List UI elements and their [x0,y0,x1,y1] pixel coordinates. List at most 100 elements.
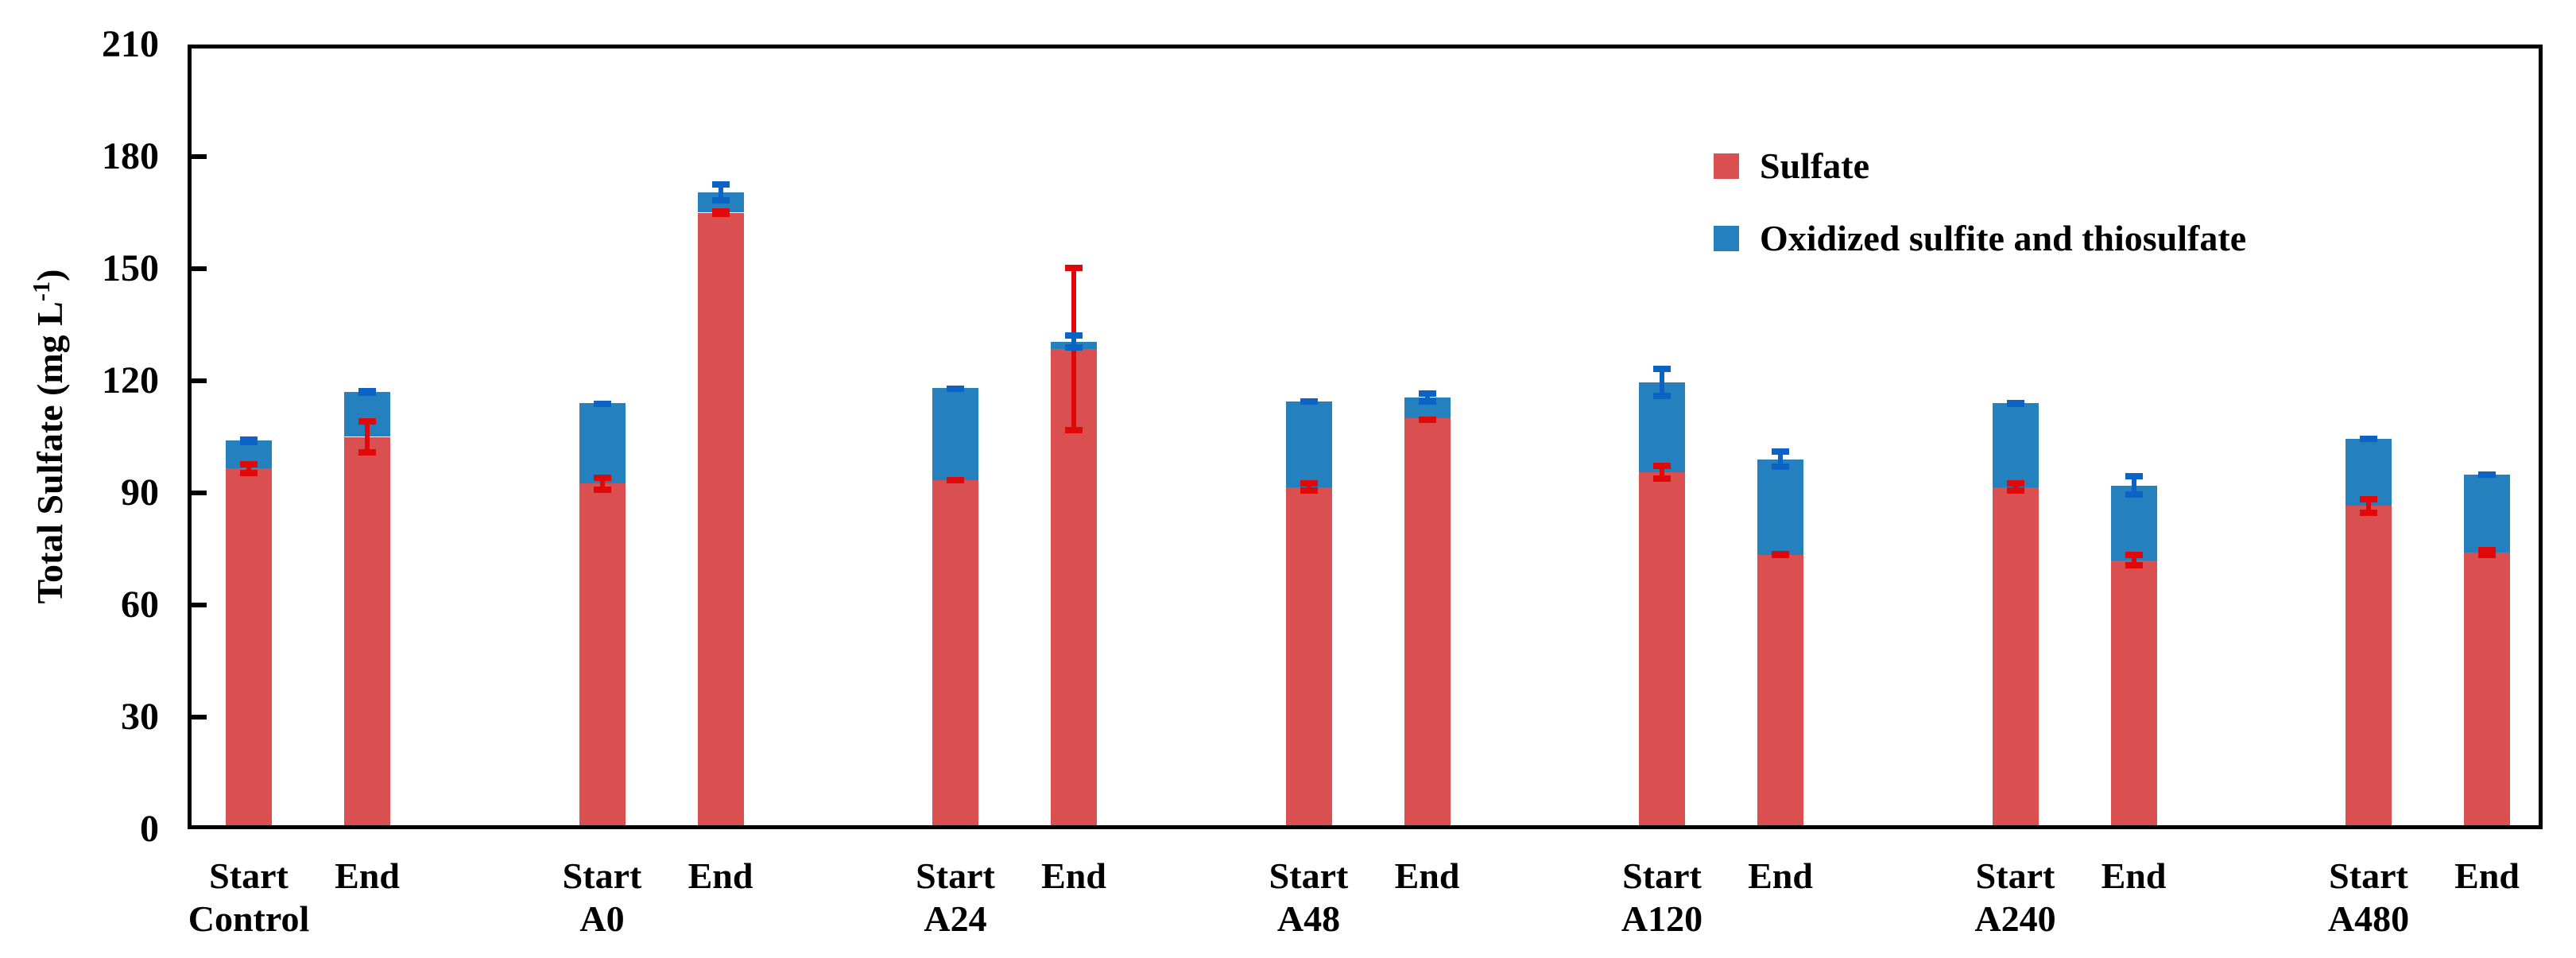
x-label-phase-A120-End: End [1748,855,1813,896]
errorbar-oxidized-Control-End [358,388,376,396]
errorbar-oxidized-A0-End-cap-top [711,180,730,188]
errorbar-oxidized-A24-End-stem [1071,332,1076,351]
y-tick-label-180: 180 [102,135,159,177]
errorbar-oxidized-A480-Start-cap-bottom [2360,436,2377,443]
legend-swatch-sulfate [1714,153,1739,179]
x-label-phase-A480-End: End [2454,855,2520,896]
errorbar-oxidized-A480-Start [2360,435,2377,443]
bar-oxidized-A240-End [2110,485,2157,560]
x-label-phase-A120-Start: Start [1622,855,1702,896]
errorbar-sulfate-Control-Start-cap-bottom [240,469,258,476]
errorbar-sulfate-A120-Start [1653,463,1671,482]
errorbar-sulfate-A0-Start-cap-bottom [593,487,611,493]
errorbar-oxidized-A240-End [2125,473,2143,498]
legend-label-oxidized: Oxidized sulfite and thiosulfate [1760,218,2247,258]
x-label-phase-A240-End: End [2101,855,2167,896]
errorbar-sulfate-Control-Start-cap-top [240,461,258,468]
errorbar-oxidized-A0-End [711,180,730,204]
y-tick-label-210: 210 [102,23,159,65]
errorbar-sulfate-A480-Start-cap-top [2360,495,2377,502]
errorbar-sulfate-A48-End [1418,416,1436,423]
x-label-phase-A48-Start: Start [1269,855,1349,896]
errorbar-sulfate-A0-End-cap-bottom [711,211,730,218]
errorbar-sulfate-A480-Start-stem [2366,495,2371,517]
errorbar-oxidized-A24-End-cap-bottom [1065,344,1083,351]
y-tick-mark-180 [188,154,207,159]
legend-item-oxidized: Oxidized sulfite and thiosulfate [1714,218,2246,259]
errorbar-sulfate-Control-End [358,418,376,456]
x-label-phase-A0-End: End [688,855,753,896]
errorbar-oxidized-A120-Start-cap-top [1653,366,1671,373]
x-label-group-A480: A480 [2327,898,2410,939]
x-label-group-A0: A0 [579,898,625,939]
x-label-phase-Control-Start: Start [209,855,289,896]
errorbar-sulfate-A24-Start [947,476,964,483]
errorbar-sulfate-A120-Start-cap-top [1653,463,1671,470]
errorbar-sulfate-A240-Start-cap-bottom [2006,487,2024,495]
errorbar-sulfate-A120-End-cap-bottom [1772,552,1789,559]
errorbar-oxidized-A24-Start [947,386,964,393]
errorbar-sulfate-A480-Start [2360,495,2377,517]
errorbar-sulfate-A120-Start-cap-bottom [1653,475,1671,482]
x-label-group-Control: Control [188,898,310,939]
errorbar-oxidized-A120-End [1772,448,1789,471]
errorbar-sulfate-A240-Start-cap-top [2006,480,2024,487]
x-label-group-A48: A48 [1276,898,1341,939]
x-label-group-A24: A24 [924,898,987,939]
errorbar-sulfate-A240-End-cap-top [2125,551,2143,558]
y-tick-label-60: 60 [121,584,159,626]
errorbar-oxidized-A48-End [1418,390,1436,405]
errorbar-oxidized-A120-Start-cap-bottom [1653,393,1671,400]
errorbar-oxidized-A240-End-cap-bottom [2125,491,2143,498]
errorbar-sulfate-A24-End-cap-top [1065,265,1083,272]
errorbar-oxidized-A48-Start [1300,398,1318,405]
errorbar-sulfate-A24-End-cap-bottom [1065,426,1083,433]
y-axis-title-text: Total Sulfate (mg L [29,301,71,604]
y-tick-label-30: 30 [121,696,159,738]
bar-oxidized-A480-Start [2346,438,2392,506]
y-tick-mark-30 [188,715,207,719]
errorbar-sulfate-A480-Start-cap-bottom [2360,510,2377,517]
legend-swatch-oxidized [1714,226,1739,251]
y-tick-label-90: 90 [121,471,159,514]
bar-sulfate-A120-End [1757,554,1803,829]
errorbar-sulfate-A0-Start-cap-top [593,474,611,481]
legend-label-sulfate: Sulfate [1760,145,1869,186]
errorbar-sulfate-Control-End-cap-top [358,418,376,425]
bar-oxidized-A0-Start [579,403,626,484]
errorbar-sulfate-A240-End [2125,551,2143,569]
errorbar-sulfate-A240-End-stem [2131,551,2136,569]
bar-sulfate-A0-End [697,212,744,829]
errorbar-sulfate-A120-Start-stem [1660,463,1664,482]
errorbar-sulfate-A48-End-cap-bottom [1418,416,1436,423]
errorbar-sulfate-Control-Start [240,461,258,476]
plot-area [188,45,2543,829]
x-label-group-A240: A240 [1974,898,2056,939]
bar-sulfate-A120-Start [1639,472,1685,829]
x-label-group-A120: A120 [1621,898,1703,939]
errorbar-sulfate-A48-Start-cap-bottom [1300,487,1318,495]
errorbar-oxidized-A120-Start [1653,366,1671,400]
errorbar-oxidized-A0-Start-cap-bottom [593,401,611,408]
errorbar-oxidized-A480-End-cap-bottom [2478,471,2496,478]
errorbar-sulfate-A0-Start [593,474,611,493]
errorbar-sulfate-A240-Start-stem [2012,480,2018,495]
errorbar-oxidized-A0-End-cap-bottom [711,196,730,204]
x-label-phase-Control-End: End [335,855,400,896]
y-axis-title: Total Sulfate (mg L-1) [28,269,71,603]
y-tick-label-0: 0 [140,808,159,850]
errorbar-sulfate-A480-End [2478,547,2496,559]
errorbar-oxidized-A120-End-cap-bottom [1772,463,1789,471]
errorbar-oxidized-Control-Start [240,436,258,445]
errorbar-sulfate-A240-End-cap-bottom [2125,562,2143,569]
errorbar-oxidized-A240-End-cap-top [2125,473,2143,480]
errorbar-oxidized-Control-End-cap-bottom [358,389,376,396]
errorbar-oxidized-A120-End-stem [1778,448,1783,471]
x-label-phase-A480-Start: Start [2329,855,2408,896]
bar-sulfate-A48-End [1404,418,1451,829]
bar-oxidized-A240-Start [1992,403,2039,487]
errorbar-sulfate-A24-Start-cap-bottom [947,476,964,483]
errorbar-sulfate-A48-Start-cap-top [1300,480,1318,487]
errorbar-sulfate-A48-Start-stem [1306,480,1311,495]
errorbar-sulfate-Control-End-stem [365,418,370,456]
